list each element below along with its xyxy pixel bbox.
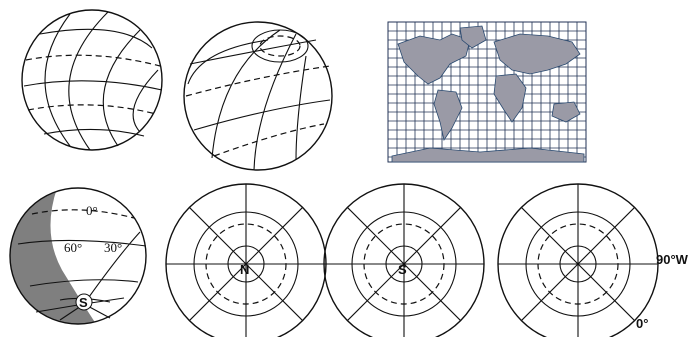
globe-tilted (21, 9, 163, 151)
polar-meridian (577, 263, 635, 321)
world-map (387, 21, 587, 163)
equator-label: 0° (86, 203, 98, 218)
polar-north-center-label: N (240, 262, 249, 277)
globe-pole (183, 21, 333, 171)
polar-meridian (245, 263, 303, 321)
polar-meridian (521, 207, 579, 265)
pole-label: S (79, 295, 88, 310)
polar-south (323, 183, 485, 337)
polar-meridian (189, 207, 247, 265)
north-america (397, 33, 471, 85)
polar-meridian (521, 263, 579, 321)
polar-meridian (403, 207, 461, 265)
africa (493, 73, 527, 123)
shaded-globe: 0° 60° 30° S (9, 187, 147, 325)
polar-meridian (403, 263, 461, 321)
eurasia (493, 33, 581, 75)
greenland (459, 25, 487, 49)
polar-unlabeled (497, 183, 659, 337)
polar-south-center-label: S (398, 262, 407, 277)
australia (551, 101, 581, 123)
lat60-label: 60° (64, 240, 82, 255)
south-america (433, 89, 463, 142)
lat30-label: 30° (104, 240, 122, 255)
polar-east-label: 90°W (656, 252, 688, 267)
polar-north (165, 183, 327, 337)
antarctica (391, 147, 585, 163)
polar-south-label: 0° (636, 316, 648, 331)
polar-meridian (577, 207, 635, 265)
night-shade (10, 188, 100, 324)
polar-meridian (245, 207, 303, 265)
polar-meridian (347, 207, 405, 265)
polar-meridian (189, 263, 247, 321)
polar-meridian (347, 263, 405, 321)
